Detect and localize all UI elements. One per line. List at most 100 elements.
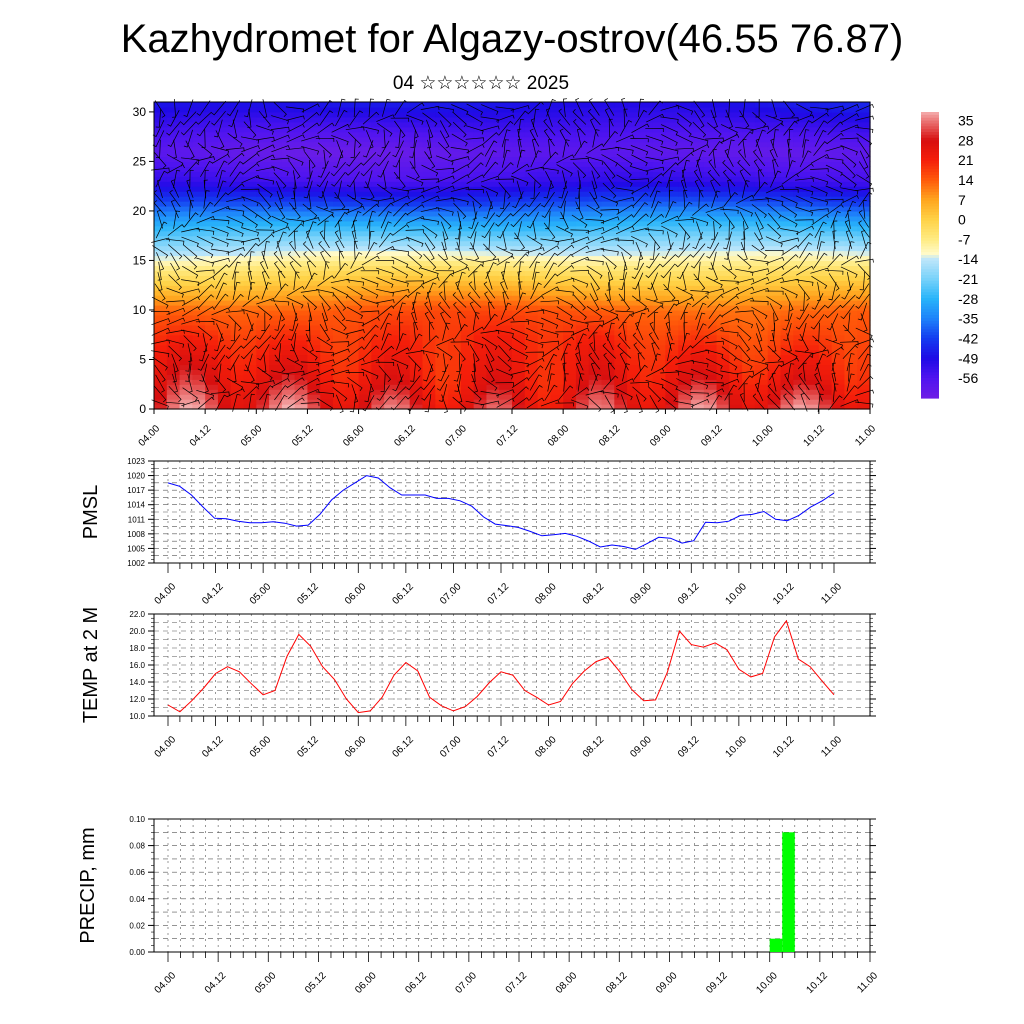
heatmap-cell bbox=[396, 275, 411, 281]
wind-barb bbox=[826, 132, 844, 145]
heatmap-cell bbox=[205, 399, 219, 405]
heatmap-cell bbox=[831, 399, 846, 405]
heatmap-cell bbox=[601, 166, 615, 172]
heatmap-cell bbox=[742, 359, 756, 366]
wind-barb bbox=[274, 283, 289, 299]
x-tick-label: 08.12 bbox=[597, 423, 623, 449]
wind-barb bbox=[810, 106, 829, 113]
wind-barb bbox=[181, 399, 200, 407]
heatmap-cell bbox=[831, 265, 846, 271]
wind-barb bbox=[530, 118, 538, 137]
heatmap-cell bbox=[384, 126, 398, 133]
heatmap-cell bbox=[639, 384, 654, 390]
wind-barb bbox=[226, 388, 245, 398]
wind-barb bbox=[616, 244, 632, 260]
heatmap-cell bbox=[665, 106, 679, 113]
heatmap-cell bbox=[806, 215, 820, 222]
heatmap-cell bbox=[396, 196, 411, 202]
heatmap-cell bbox=[537, 300, 551, 306]
heatmap-cell bbox=[601, 260, 615, 266]
heatmap-cell bbox=[166, 319, 181, 326]
heatmap-cell bbox=[358, 344, 372, 351]
wind-barb bbox=[156, 209, 163, 229]
heatmap-cell bbox=[396, 121, 411, 128]
heatmap-cell bbox=[537, 151, 551, 158]
heatmap-cell bbox=[818, 210, 833, 217]
wind-barb bbox=[211, 146, 230, 155]
heatmap-cell bbox=[627, 314, 641, 321]
heatmap-cell bbox=[703, 265, 718, 271]
wind-barb bbox=[710, 262, 718, 281]
wind-barb bbox=[473, 271, 478, 290]
wind-barb bbox=[378, 202, 394, 217]
heatmap-cell bbox=[256, 225, 270, 232]
heatmap-cell bbox=[154, 324, 168, 331]
heatmap-cell bbox=[448, 131, 462, 138]
wind-barb bbox=[841, 255, 859, 266]
heatmap-cell bbox=[844, 156, 858, 163]
heatmap-cell bbox=[601, 102, 615, 108]
wind-barb bbox=[270, 300, 290, 306]
wind-barb bbox=[169, 189, 181, 208]
heatmap-cell bbox=[448, 305, 462, 311]
wind-barb bbox=[647, 305, 664, 318]
wind-barb bbox=[511, 347, 528, 360]
wind-barb bbox=[225, 310, 245, 315]
heatmap-cell bbox=[154, 344, 168, 351]
heatmap-cell bbox=[627, 265, 641, 271]
colorbar-segment bbox=[921, 146, 939, 150]
heatmap-cell bbox=[665, 285, 679, 291]
wind-barb bbox=[738, 375, 753, 390]
wind-barb bbox=[753, 181, 768, 197]
heatmap-cell bbox=[192, 191, 206, 197]
wind-barb bbox=[498, 182, 511, 199]
wind-barb bbox=[675, 218, 694, 223]
heatmap-cell bbox=[729, 255, 743, 262]
wind-barb bbox=[345, 372, 365, 377]
heatmap-cell bbox=[154, 230, 168, 237]
wind-barb bbox=[769, 148, 779, 168]
wind-barb bbox=[618, 314, 633, 329]
heatmap-cell bbox=[422, 389, 436, 395]
heatmap-cell bbox=[818, 136, 833, 143]
heatmap-cell bbox=[460, 106, 475, 113]
heatmap-cell bbox=[703, 295, 718, 301]
heatmap-cell bbox=[256, 379, 270, 385]
x-tick-label: 10.12 bbox=[802, 423, 828, 449]
wind-barb bbox=[457, 311, 462, 331]
wind-barb bbox=[677, 122, 692, 138]
wind-barb bbox=[855, 401, 874, 408]
heatmap-cell bbox=[703, 156, 718, 163]
wind-barb bbox=[226, 247, 245, 254]
heatmap-cell bbox=[793, 354, 807, 361]
wind-barb bbox=[452, 292, 467, 308]
heatmap-cell bbox=[537, 275, 551, 281]
heatmap-cell bbox=[345, 121, 360, 128]
heatmap-cell bbox=[205, 225, 219, 232]
heatmap-cell bbox=[563, 250, 577, 257]
heatmap-cell bbox=[166, 329, 181, 336]
heatmap-cell bbox=[333, 404, 347, 410]
heatmap-cell bbox=[396, 151, 411, 158]
heatmap-cell bbox=[601, 111, 615, 118]
heatmap-cell bbox=[448, 404, 462, 410]
wind-barb bbox=[289, 240, 301, 258]
heatmap-cell bbox=[307, 131, 321, 138]
heatmap-cell bbox=[281, 235, 296, 242]
wind-barb bbox=[495, 389, 515, 397]
heatmap-cell bbox=[217, 240, 232, 247]
heatmap-cell bbox=[806, 146, 820, 153]
heatmap-cell bbox=[460, 364, 475, 370]
heatmap-cell bbox=[844, 186, 858, 192]
heatmap-cell bbox=[729, 151, 743, 158]
heatmap-cell bbox=[179, 181, 193, 187]
heatmap-cell bbox=[857, 215, 871, 222]
wind-barb bbox=[547, 363, 555, 382]
heatmap-cell bbox=[767, 151, 782, 158]
wind-barb bbox=[840, 195, 859, 204]
heatmap-cell bbox=[857, 230, 871, 237]
heatmap-cell bbox=[243, 344, 257, 351]
wind-barb bbox=[588, 98, 600, 116]
heatmap-cell bbox=[524, 369, 539, 375]
wind-barb bbox=[795, 103, 813, 116]
